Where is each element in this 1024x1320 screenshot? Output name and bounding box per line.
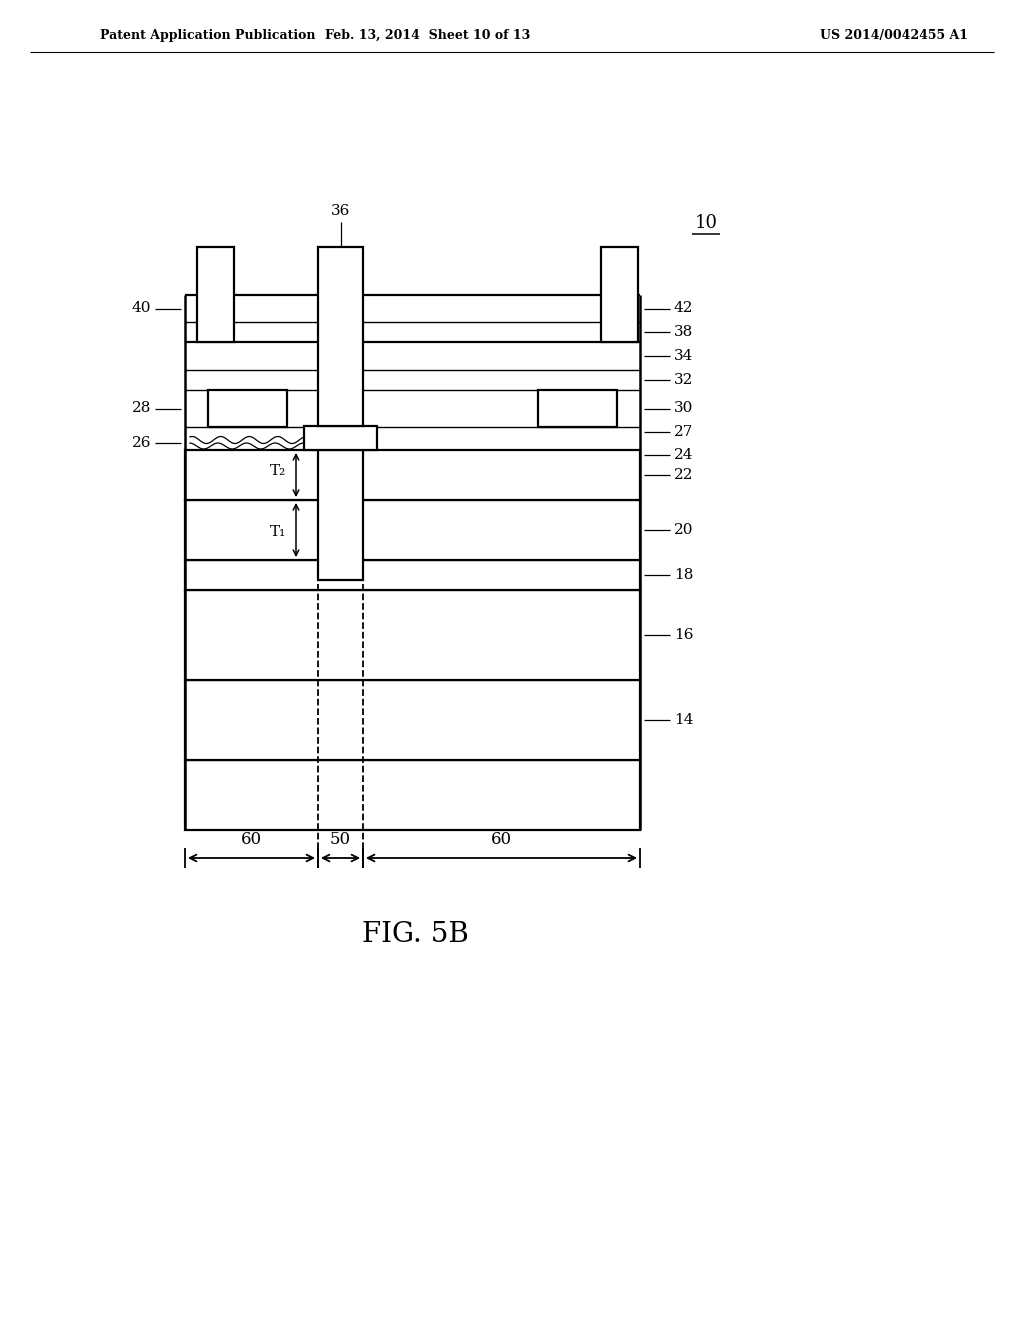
Text: 60: 60 <box>241 832 262 849</box>
Text: 38: 38 <box>674 325 693 339</box>
Text: Feb. 13, 2014  Sheet 10 of 13: Feb. 13, 2014 Sheet 10 of 13 <box>326 29 530 41</box>
Text: 22: 22 <box>674 469 693 482</box>
Bar <box>185 680 640 760</box>
Text: 34: 34 <box>674 348 693 363</box>
Text: 40: 40 <box>131 301 151 315</box>
Text: T₁: T₁ <box>269 525 286 539</box>
Text: 18: 18 <box>674 568 693 582</box>
Text: 14: 14 <box>674 713 693 727</box>
Text: 50: 50 <box>330 832 351 849</box>
Bar <box>185 560 640 590</box>
Text: 26: 26 <box>131 436 151 450</box>
Text: 28: 28 <box>132 401 151 416</box>
Bar <box>318 450 362 579</box>
Bar <box>197 247 234 342</box>
Bar <box>185 760 640 830</box>
Text: 24: 24 <box>674 447 693 462</box>
Text: 16: 16 <box>674 628 693 642</box>
Text: Patent Application Publication: Patent Application Publication <box>100 29 315 41</box>
Text: 20: 20 <box>674 523 693 537</box>
Text: 10: 10 <box>695 214 718 232</box>
Text: 36: 36 <box>331 205 350 218</box>
Bar <box>538 389 617 426</box>
Text: 60: 60 <box>490 832 512 849</box>
Bar <box>208 389 287 426</box>
Text: FIG. 5B: FIG. 5B <box>361 921 468 949</box>
Text: US 2014/0042455 A1: US 2014/0042455 A1 <box>820 29 968 41</box>
Text: 30: 30 <box>674 401 693 416</box>
Bar <box>185 450 640 500</box>
Bar <box>318 247 362 426</box>
Bar <box>185 590 640 680</box>
Text: 27: 27 <box>674 425 693 440</box>
Text: 42: 42 <box>674 301 693 315</box>
Bar <box>304 426 377 450</box>
Text: T₂: T₂ <box>269 465 286 478</box>
Text: 32: 32 <box>674 374 693 387</box>
Bar <box>185 500 640 560</box>
Bar <box>601 247 638 342</box>
